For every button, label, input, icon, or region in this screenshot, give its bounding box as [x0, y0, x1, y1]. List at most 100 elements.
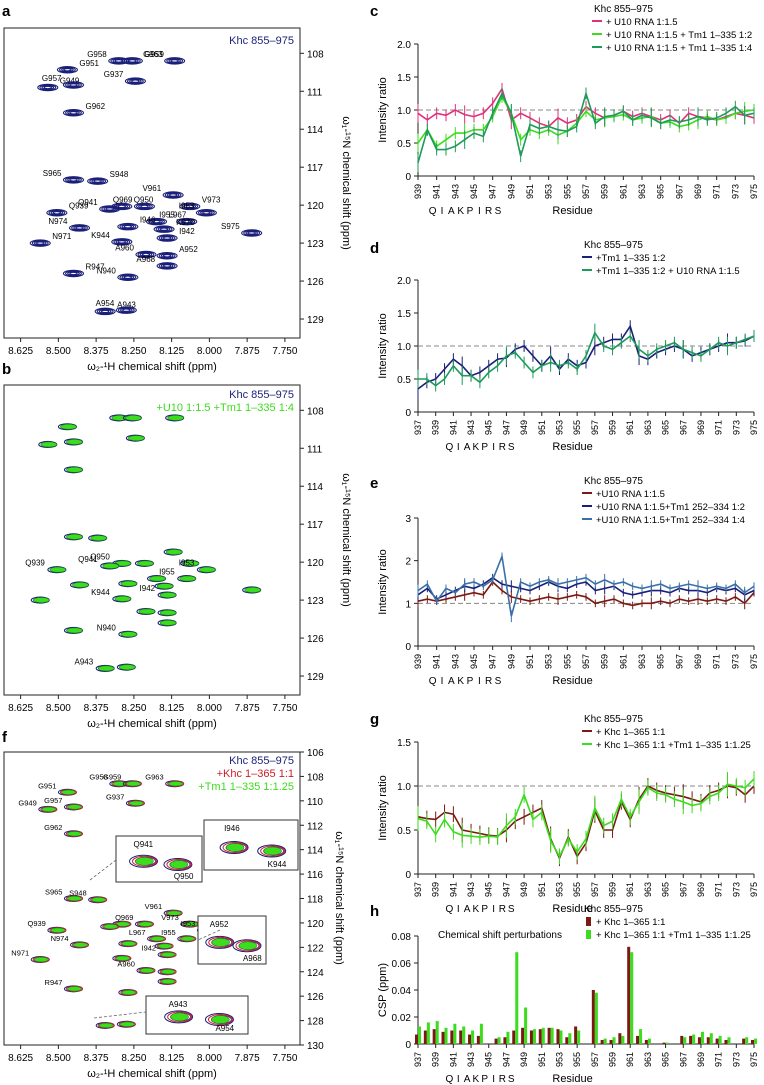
x-tick-label: 959: [608, 882, 618, 897]
bar: [568, 1033, 572, 1044]
peak-label: I955: [159, 211, 175, 220]
peak-contour: [103, 206, 117, 212]
peak-contour-red: [167, 780, 185, 787]
peak-contour: [36, 241, 45, 245]
peak-contour-green: [244, 587, 261, 593]
bar: [462, 1026, 466, 1044]
plot-frame-a: [3, 27, 301, 339]
x-axis-label: Residue: [552, 675, 592, 687]
peak-contour: [62, 176, 85, 184]
x-tick-label: 975: [749, 1052, 759, 1067]
inset-label: Q941: [134, 840, 154, 849]
x-tick-label: 7.750: [272, 346, 297, 357]
peak-contour: [115, 306, 137, 314]
y-tick-label: 110: [307, 797, 323, 808]
y-tick-label: 130: [307, 1041, 324, 1052]
peak-contour: [67, 271, 80, 276]
inset-connector: [89, 859, 117, 881]
sequence-letter: R: [485, 206, 492, 217]
peak-contour: [65, 81, 82, 89]
x-tick-label: 959: [600, 654, 610, 669]
x-tick-label: 951: [525, 184, 535, 199]
peak-contour: [119, 223, 137, 230]
peak-contour: [59, 66, 76, 73]
x-ticks-b: 8.625 8.500 8.375 8.250 8.125 8.000 7.875 7.750: [8, 695, 298, 714]
peak-label: S948: [69, 889, 87, 898]
bar: [547, 1027, 551, 1044]
x-tick-label: 957: [590, 882, 600, 897]
peak-contour: [152, 219, 161, 224]
y-axis-label: Intensity ratio: [377, 77, 389, 142]
x-axis-label-f: ω₂-¹H chemical shift (ppm): [87, 1068, 217, 1080]
x-tick-label: 961: [618, 184, 628, 199]
peak-contour: [158, 234, 176, 242]
peak-contour: [63, 68, 72, 72]
peak-contour-green: [121, 941, 137, 947]
peak-contour-green: [120, 1021, 135, 1027]
x-tick-label: 967: [674, 654, 684, 669]
x-tick-label: 953: [554, 1052, 564, 1067]
bar: [550, 1027, 554, 1044]
peak-contour-green: [137, 560, 154, 567]
x-tick-label: 967: [678, 420, 688, 435]
peak-contour: [61, 67, 74, 73]
peak-contour: [138, 204, 151, 209]
peak-label: N940: [97, 266, 117, 275]
peak-contour-green: [67, 804, 82, 810]
sequence-letter: K: [473, 1074, 480, 1085]
peak-contour: [39, 84, 57, 91]
peak-contour: [41, 85, 55, 90]
y-tick-label: 129: [307, 315, 324, 326]
chart-e: 0 1 2 3 939 941 943 945 947 949 951 953 955 957 959 961…: [377, 476, 759, 687]
peak-label: Q941: [78, 198, 98, 207]
peak-contour: [160, 253, 174, 259]
peak-contour-green: [115, 955, 131, 961]
y-tick-label: 114: [307, 125, 323, 136]
x-tick-label: 947: [501, 420, 511, 435]
inset-connector: [93, 1011, 147, 1019]
peak-label: G937: [106, 792, 124, 801]
peak-contour: [168, 193, 178, 197]
nmr-spectrum-f: Khc 855–975 +Khc 1–365 1:1 +Tm1 1–335 1:…: [3, 748, 345, 1080]
sequence-letter: I: [492, 904, 495, 915]
x-tick-label: 955: [572, 1052, 582, 1067]
y-tick-label: 0: [405, 642, 411, 653]
legend-label: +U10 RNA 1:1.5+Tm1 252–334 1:2: [596, 502, 745, 513]
peak-contour-red: [120, 940, 138, 947]
peak-label: L967: [129, 928, 146, 937]
peak-contour: [150, 219, 163, 224]
peak-contour: [31, 240, 49, 247]
x-tick-label: 973: [730, 654, 740, 669]
peak-label: S965: [43, 169, 62, 178]
peak-contour: [115, 239, 129, 245]
chart-h: 0 0.02 0.04 0.06 0.08 937 939 941 943 945 947 949 95…: [377, 904, 759, 1085]
peak-contour: [156, 262, 178, 270]
y-axis-label-b: ω₁-¹⁵N chemical shift (ppm): [340, 473, 352, 607]
peak-label: A952: [179, 245, 198, 254]
inset-contour: [129, 854, 159, 868]
inset-contour-green: [263, 846, 282, 856]
bar: [512, 1030, 516, 1044]
y-ticks-a: 108 111 114 117 120 123 126 129: [300, 49, 324, 326]
x-tick-label: 8.375: [84, 1053, 109, 1064]
peak-contour: [126, 78, 144, 85]
peak-contour-green: [159, 619, 177, 626]
x-tick-label: 941: [448, 1052, 458, 1067]
bar: [715, 1038, 719, 1044]
y-tick-label: 117: [307, 520, 323, 531]
y-tick-label: 1.5: [397, 738, 411, 749]
y-tick-label: 2: [405, 557, 411, 568]
x-tick-label: 949: [519, 882, 529, 897]
panel-letter-f: f: [2, 729, 8, 746]
peak-contour: [176, 217, 198, 226]
x-tick-label: 939: [431, 1052, 441, 1067]
peak-contour: [123, 275, 133, 279]
bar: [577, 1030, 581, 1044]
bar: [524, 1007, 528, 1044]
sequence-letter: Q: [445, 904, 453, 915]
peak-contour: [48, 209, 66, 216]
bar: [662, 1042, 666, 1044]
peak-contour: [247, 231, 256, 235]
x-tick-label: 965: [661, 420, 671, 435]
peak-contour: [126, 58, 139, 64]
